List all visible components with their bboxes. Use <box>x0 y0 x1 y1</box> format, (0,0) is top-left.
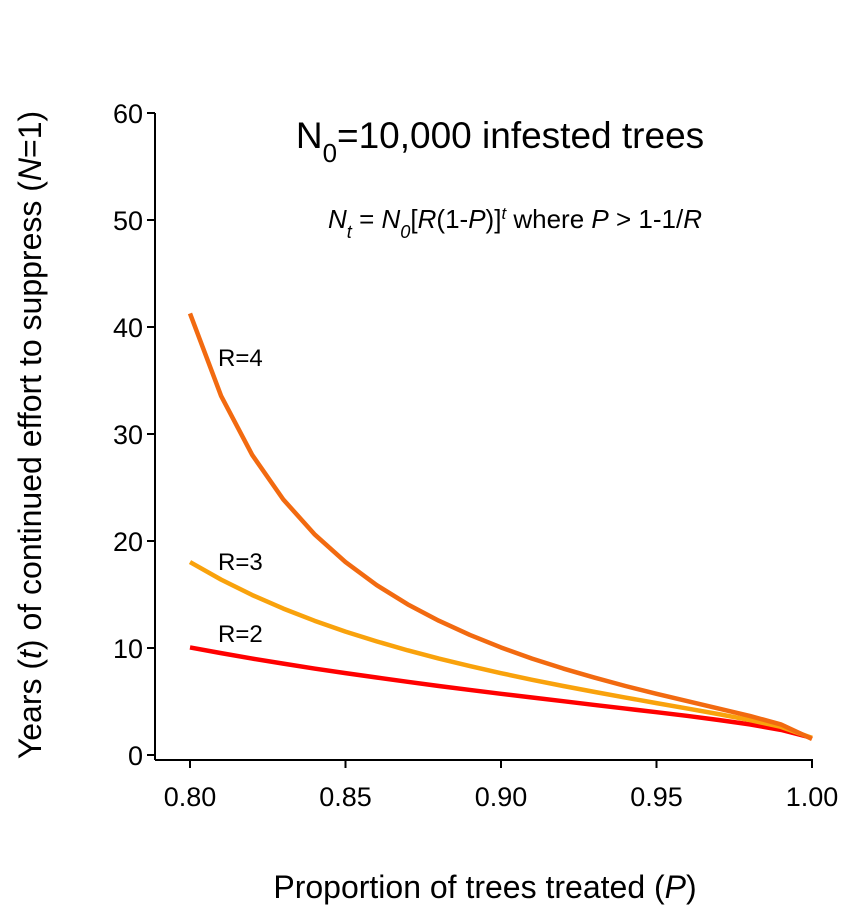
x-axis-label: Proportion of trees treated (P) <box>273 869 696 905</box>
annotation-part: R <box>418 204 437 234</box>
y-tick-label: 30 <box>113 420 143 450</box>
x-tick-label: 0.85 <box>319 782 372 812</box>
x-tick-label: 0.90 <box>475 782 528 812</box>
annotation-part: where <box>506 204 591 234</box>
x-label-part: P <box>665 869 687 905</box>
y-label-part: t <box>12 649 48 659</box>
annotation-part: t <box>501 204 507 223</box>
y-label-part: N <box>12 157 48 181</box>
x-label-part: Proportion of trees treated ( <box>273 869 665 905</box>
annotation-part: [ <box>410 204 418 234</box>
annotation-part: N <box>328 204 347 234</box>
title-part: N <box>296 115 323 156</box>
y-tick-label: 40 <box>113 313 143 343</box>
annotation-part: = <box>352 204 382 234</box>
title-part: 0 <box>323 140 337 168</box>
x-tick-label: 0.95 <box>630 782 683 812</box>
series-label: R=4 <box>218 345 263 372</box>
y-label-part: Years ( <box>12 659 48 760</box>
annotation-part: N <box>382 204 401 234</box>
annotation-part: > 1-1/ <box>609 204 684 234</box>
y-label-part: ) of continued effort to suppress ( <box>12 181 48 650</box>
series-line <box>188 560 813 741</box>
y-tick-label: 0 <box>128 741 143 771</box>
series-label: R=3 <box>218 549 263 576</box>
annotation-part: P <box>468 204 486 234</box>
annotation: Nt = N0[R(1-P)]t where P > 1-1/R <box>328 204 702 243</box>
x-tick-label: 1.00 <box>786 782 839 812</box>
x-label-part: ) <box>686 869 697 905</box>
annotation-part: t <box>347 222 353 242</box>
y-tick-label: 20 <box>113 527 143 557</box>
annotation-part: 0 <box>400 222 410 242</box>
y-tick-label: 60 <box>113 99 143 129</box>
x-tick-label: 0.80 <box>164 782 217 812</box>
title-part: =10,000 infested trees <box>337 115 704 156</box>
y-label-part: =1) <box>12 111 48 158</box>
annotation-part: R <box>683 204 702 234</box>
annotation-part: (1- <box>436 204 468 234</box>
series-label: R=2 <box>218 621 263 648</box>
series-line <box>187 312 813 741</box>
chart-title: N0=10,000 infested trees <box>296 115 704 168</box>
y-axis-label: Years (t) of continued effort to suppres… <box>12 111 48 759</box>
y-tick-label: 10 <box>113 634 143 664</box>
annotation-part: )] <box>486 204 502 234</box>
y-tick-label: 50 <box>113 206 143 236</box>
annotation-part: P <box>591 204 609 234</box>
series-line <box>189 645 813 741</box>
